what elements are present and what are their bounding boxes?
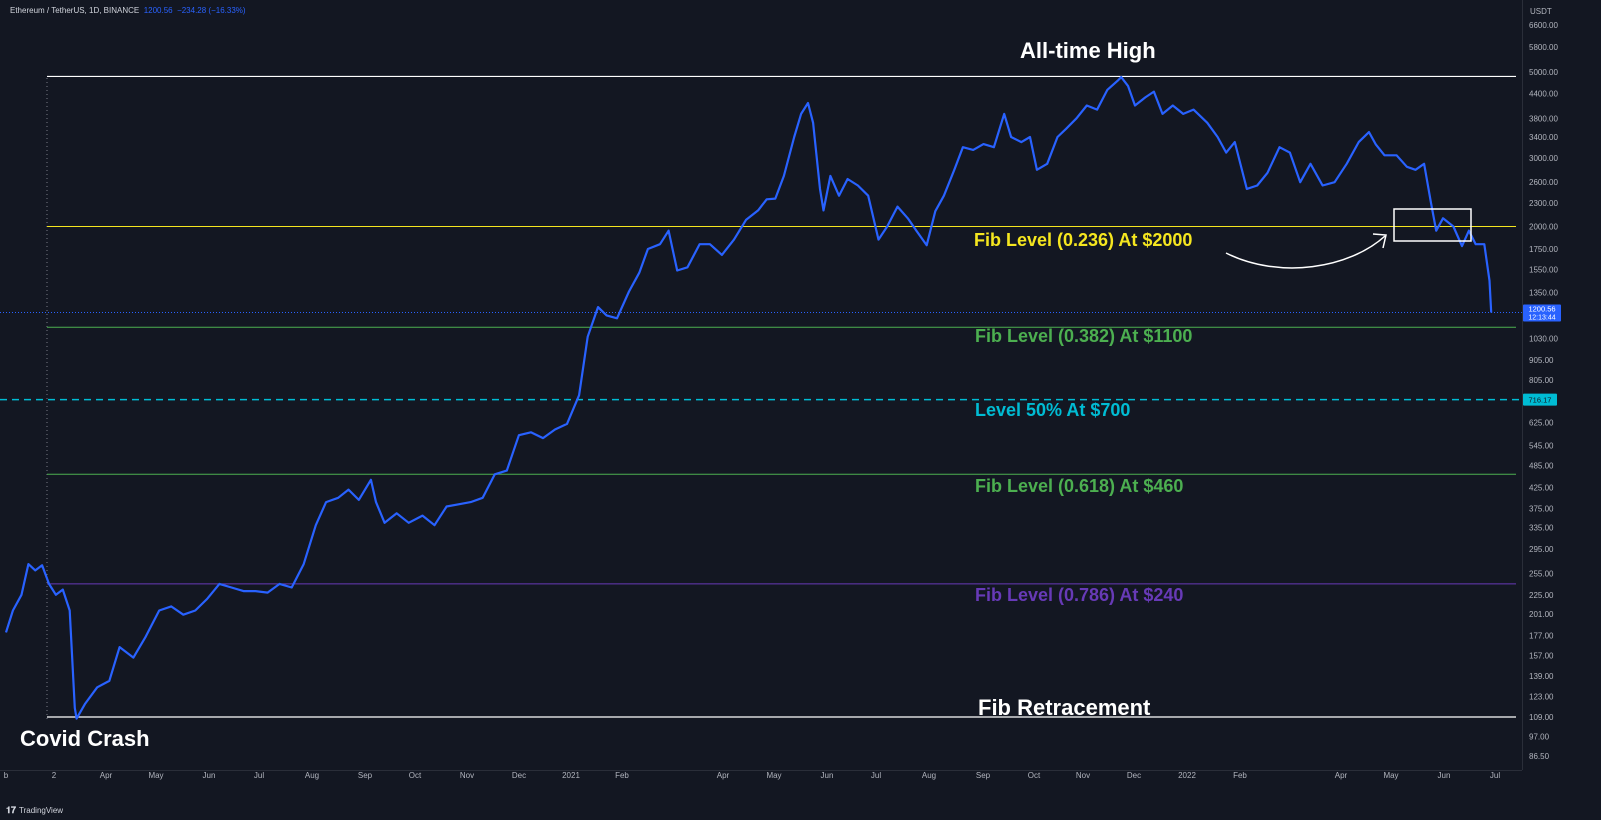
y-tick-label: 545.00	[1529, 442, 1554, 451]
fib-50-annotation: Level 50% At $700	[975, 400, 1130, 420]
y-tick-label: 295.00	[1529, 545, 1554, 554]
price-change: −234.28 (−16.33%)	[177, 6, 246, 15]
y-tick-label: 97.00	[1529, 733, 1550, 742]
x-tick-label: Aug	[305, 771, 319, 780]
x-tick-label: Apr	[1335, 771, 1348, 780]
ath-annotation: All-time High	[1020, 38, 1156, 63]
y-tick-label: 6600.00	[1529, 21, 1558, 30]
x-tick-label: Feb	[615, 771, 629, 780]
x-tick-label: May	[766, 771, 781, 780]
last-price-label-bg	[1523, 304, 1561, 322]
x-tick-label: Jun	[1438, 771, 1451, 780]
tradingview-branding: 𝟏𝟕 TradingView	[6, 805, 63, 816]
x-tick-label: Sep	[976, 771, 991, 780]
x-tick-label: Jul	[254, 771, 264, 780]
x-tick-label: Nov	[1076, 771, 1090, 780]
x-tick-label: Apr	[100, 771, 113, 780]
y-tick-label: 157.00	[1529, 651, 1554, 660]
y-tick-label: 335.00	[1529, 524, 1554, 533]
y-tick-label: 2000.00	[1529, 222, 1558, 231]
y-tick-label: 5800.00	[1529, 43, 1558, 52]
y-tick-label: 3000.00	[1529, 154, 1558, 163]
y-tick-label: 3800.00	[1529, 114, 1558, 123]
x-tick-label: Feb	[1233, 771, 1247, 780]
y-tick-label: 4400.00	[1529, 90, 1558, 99]
y-tick-label: 201.00	[1529, 610, 1554, 619]
currency-label: USDT	[1530, 7, 1552, 16]
y-tick-label: 805.00	[1529, 376, 1554, 385]
y-tick-label: 1750.00	[1529, 245, 1558, 254]
x-tick-label: b	[4, 771, 9, 780]
y-tick-label: 485.00	[1529, 461, 1554, 470]
y-tick-label: 2300.00	[1529, 199, 1558, 208]
arrow-head-icon	[1372, 233, 1387, 249]
y-tick-label: 905.00	[1529, 356, 1554, 365]
symbol-header: Ethereum / TetherUS, 1D, BINANCE 1200.56…	[10, 6, 246, 15]
y-tick-label: 255.00	[1529, 570, 1554, 579]
x-tick-label: Sep	[358, 771, 373, 780]
y-tick-label: 5000.00	[1529, 68, 1558, 77]
fib-618-annotation: Fib Level (0.618) At $460	[975, 476, 1183, 496]
x-tick-label: Apr	[717, 771, 730, 780]
tradingview-logo-icon: 𝟏𝟕	[6, 805, 17, 815]
y-tick-label: 123.00	[1529, 693, 1554, 702]
breakdown-highlight-box	[1393, 208, 1472, 242]
y-tick-label: 86.50	[1529, 752, 1550, 761]
x-tick-label: Jun	[203, 771, 216, 780]
y-tick-label: 375.00	[1529, 505, 1554, 514]
x-tick-label: Oct	[1028, 771, 1041, 780]
last-price: 1200.56	[143, 6, 173, 15]
x-tick-label: 2022	[1178, 771, 1196, 780]
curved-arrow	[1225, 235, 1386, 269]
x-tick-label: Nov	[460, 771, 474, 780]
x-tick-label: May	[148, 771, 163, 780]
last-price-label: 1200.56	[1528, 305, 1555, 314]
fib-382-annotation: Fib Level (0.382) At $1100	[975, 326, 1192, 346]
x-tick-label: Dec	[1127, 771, 1141, 780]
y-tick-label: 1350.00	[1529, 289, 1558, 298]
y-tick-label: 1030.00	[1529, 334, 1558, 343]
x-tick-label: May	[1383, 771, 1398, 780]
x-tick-label: Aug	[922, 771, 936, 780]
x-tick-label: Oct	[409, 771, 422, 780]
level-50-label-bg	[1523, 393, 1557, 406]
y-tick-label: 177.00	[1529, 631, 1554, 640]
eth-price-line	[4, 75, 1493, 720]
y-tick-label: 1550.00	[1529, 265, 1558, 274]
y-tick-label: 109.00	[1529, 713, 1554, 722]
covid-crash-annotation: Covid Crash	[20, 726, 150, 751]
fib-236-annotation: Fib Level (0.236) At $2000	[974, 230, 1192, 250]
y-tick-label: 3400.00	[1529, 133, 1558, 142]
x-tick-label: Jul	[871, 771, 881, 780]
y-tick-label: 225.00	[1529, 591, 1554, 600]
fib-retracement-annotation: Fib Retracement	[978, 695, 1151, 720]
x-tick-label: Jun	[821, 771, 834, 780]
y-tick-label: 425.00	[1529, 484, 1554, 493]
x-tick-label: Jul	[1490, 771, 1500, 780]
level-50-label: 716.17	[1529, 396, 1552, 405]
x-tick-label: Dec	[512, 771, 526, 780]
countdown-label: 12:13:44	[1528, 315, 1555, 322]
y-tick-label: 2600.00	[1529, 178, 1558, 187]
y-tick-label: 625.00	[1529, 419, 1554, 428]
y-tick-label: 139.00	[1529, 672, 1554, 681]
fib-786-annotation: Fib Level (0.786) At $240	[975, 585, 1183, 605]
x-tick-label: 2	[52, 771, 57, 780]
x-tick-label: 2021	[562, 771, 580, 780]
brand-label: TradingView	[19, 806, 64, 815]
symbol-name: Ethereum / TetherUS, 1D, BINANCE	[10, 6, 140, 15]
